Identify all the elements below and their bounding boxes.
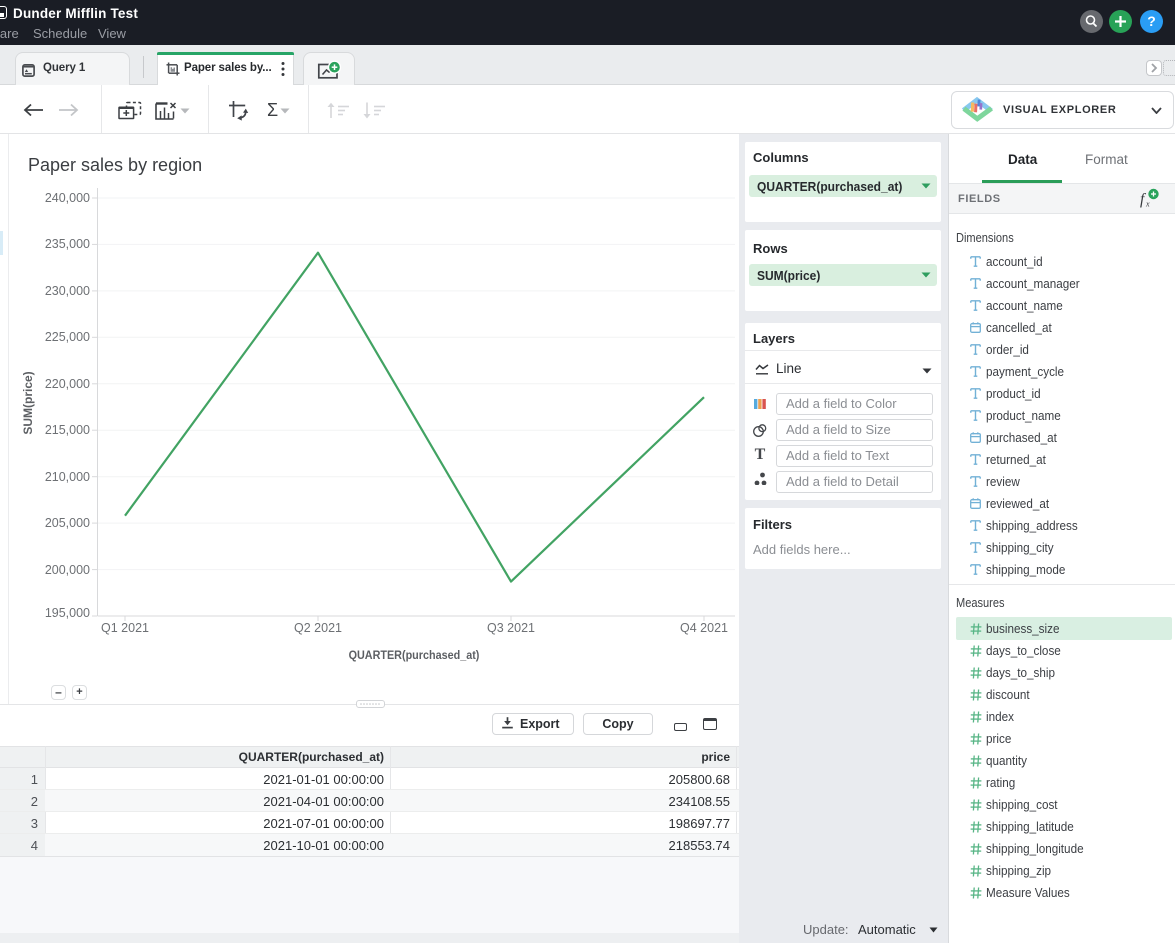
svg-text:x: x — [1145, 200, 1150, 209]
svg-text:f: f — [1140, 191, 1147, 208]
